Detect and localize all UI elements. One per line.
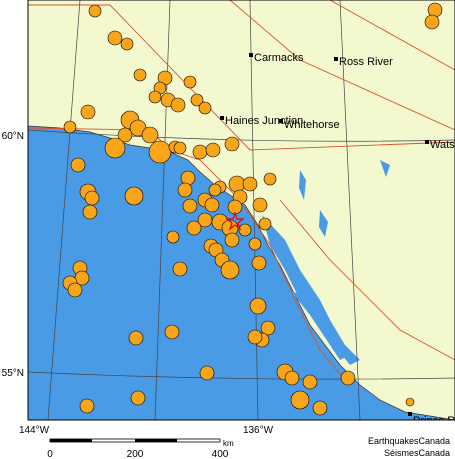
earthquake	[166, 230, 180, 244]
earthquake	[88, 4, 102, 18]
earthquake	[405, 397, 415, 407]
place-label: Carmacks	[254, 52, 304, 64]
earthquake	[186, 220, 202, 236]
earthquake	[82, 204, 98, 220]
longitude-label: 136°W	[243, 425, 274, 436]
scale-label: 400	[212, 449, 229, 459]
earthquake	[302, 374, 318, 390]
earthquake	[192, 144, 208, 160]
borders	[28, 0, 455, 381]
earthquake	[224, 136, 240, 152]
earthquake	[242, 176, 258, 192]
earthquake	[107, 30, 123, 46]
credit: SéismesCanada	[384, 448, 450, 458]
map-frame	[27, 0, 455, 421]
towns	[220, 53, 429, 416]
earthquake	[172, 261, 188, 277]
earthquake	[198, 101, 212, 115]
earthquake	[128, 330, 144, 346]
earthquake	[183, 75, 197, 89]
place-label: Haines Junction	[225, 115, 303, 127]
earthquake	[252, 197, 268, 213]
earthquake	[170, 97, 186, 113]
earthquake	[148, 140, 172, 164]
earthquake	[248, 237, 262, 251]
earthquake	[164, 324, 180, 340]
earthquake	[190, 93, 204, 107]
scale-label: 200	[127, 449, 144, 459]
place-label: Ross River	[339, 56, 393, 68]
earthquake	[120, 37, 134, 51]
earthquake	[251, 255, 267, 271]
earthquake	[204, 197, 220, 213]
inlets	[262, 160, 390, 365]
earthquake	[340, 370, 356, 386]
place-label: Wats	[430, 139, 455, 151]
latitude-label: 55°N	[2, 368, 24, 379]
earthquake	[173, 141, 187, 155]
earthquake	[124, 186, 144, 206]
earthquake	[247, 329, 263, 345]
earthquake	[220, 260, 240, 280]
earthquake	[182, 198, 198, 214]
earthquake	[238, 223, 252, 237]
earthquake	[84, 190, 100, 206]
earthquakes	[62, 2, 443, 416]
earthquake	[148, 90, 162, 104]
earthquake	[63, 120, 77, 134]
place-label: Prince R	[413, 415, 455, 427]
earthquake	[249, 297, 267, 315]
earthquake	[79, 398, 95, 414]
earthquake	[228, 175, 246, 193]
latitude-label: 60°N	[2, 131, 24, 142]
credit: EarthquakesCanada	[368, 436, 450, 446]
earthquake	[177, 182, 193, 198]
place-label: Whitehorse	[284, 119, 340, 131]
earthquake	[284, 370, 300, 386]
earthquake	[205, 142, 221, 158]
earthquake	[180, 170, 196, 186]
earthquake	[104, 137, 126, 159]
earthquake	[224, 232, 240, 248]
longitude-label: 144°W	[19, 425, 50, 436]
earthquake	[424, 14, 440, 30]
earthquake	[263, 172, 277, 186]
scale-bar: 0 200 400 km	[47, 438, 234, 459]
earthquake	[130, 390, 146, 406]
earthquake	[312, 400, 328, 416]
epicenter-star	[225, 211, 245, 231]
earthquake	[117, 127, 133, 143]
earthquake	[67, 282, 83, 298]
scale-label: 0	[47, 449, 53, 459]
earthquake	[290, 390, 310, 410]
earthquake	[260, 320, 276, 336]
earthquake	[80, 104, 96, 120]
earthquake	[199, 365, 215, 381]
earthquake	[208, 183, 222, 197]
map-area: Carmacks Ross River Haines Junction Whit…	[28, 0, 455, 427]
earthquake	[133, 68, 147, 82]
earthquake	[141, 126, 159, 144]
earthquake	[427, 2, 443, 18]
earthquake	[258, 217, 272, 231]
earthquake	[70, 157, 86, 173]
scale-unit: km	[223, 439, 234, 448]
